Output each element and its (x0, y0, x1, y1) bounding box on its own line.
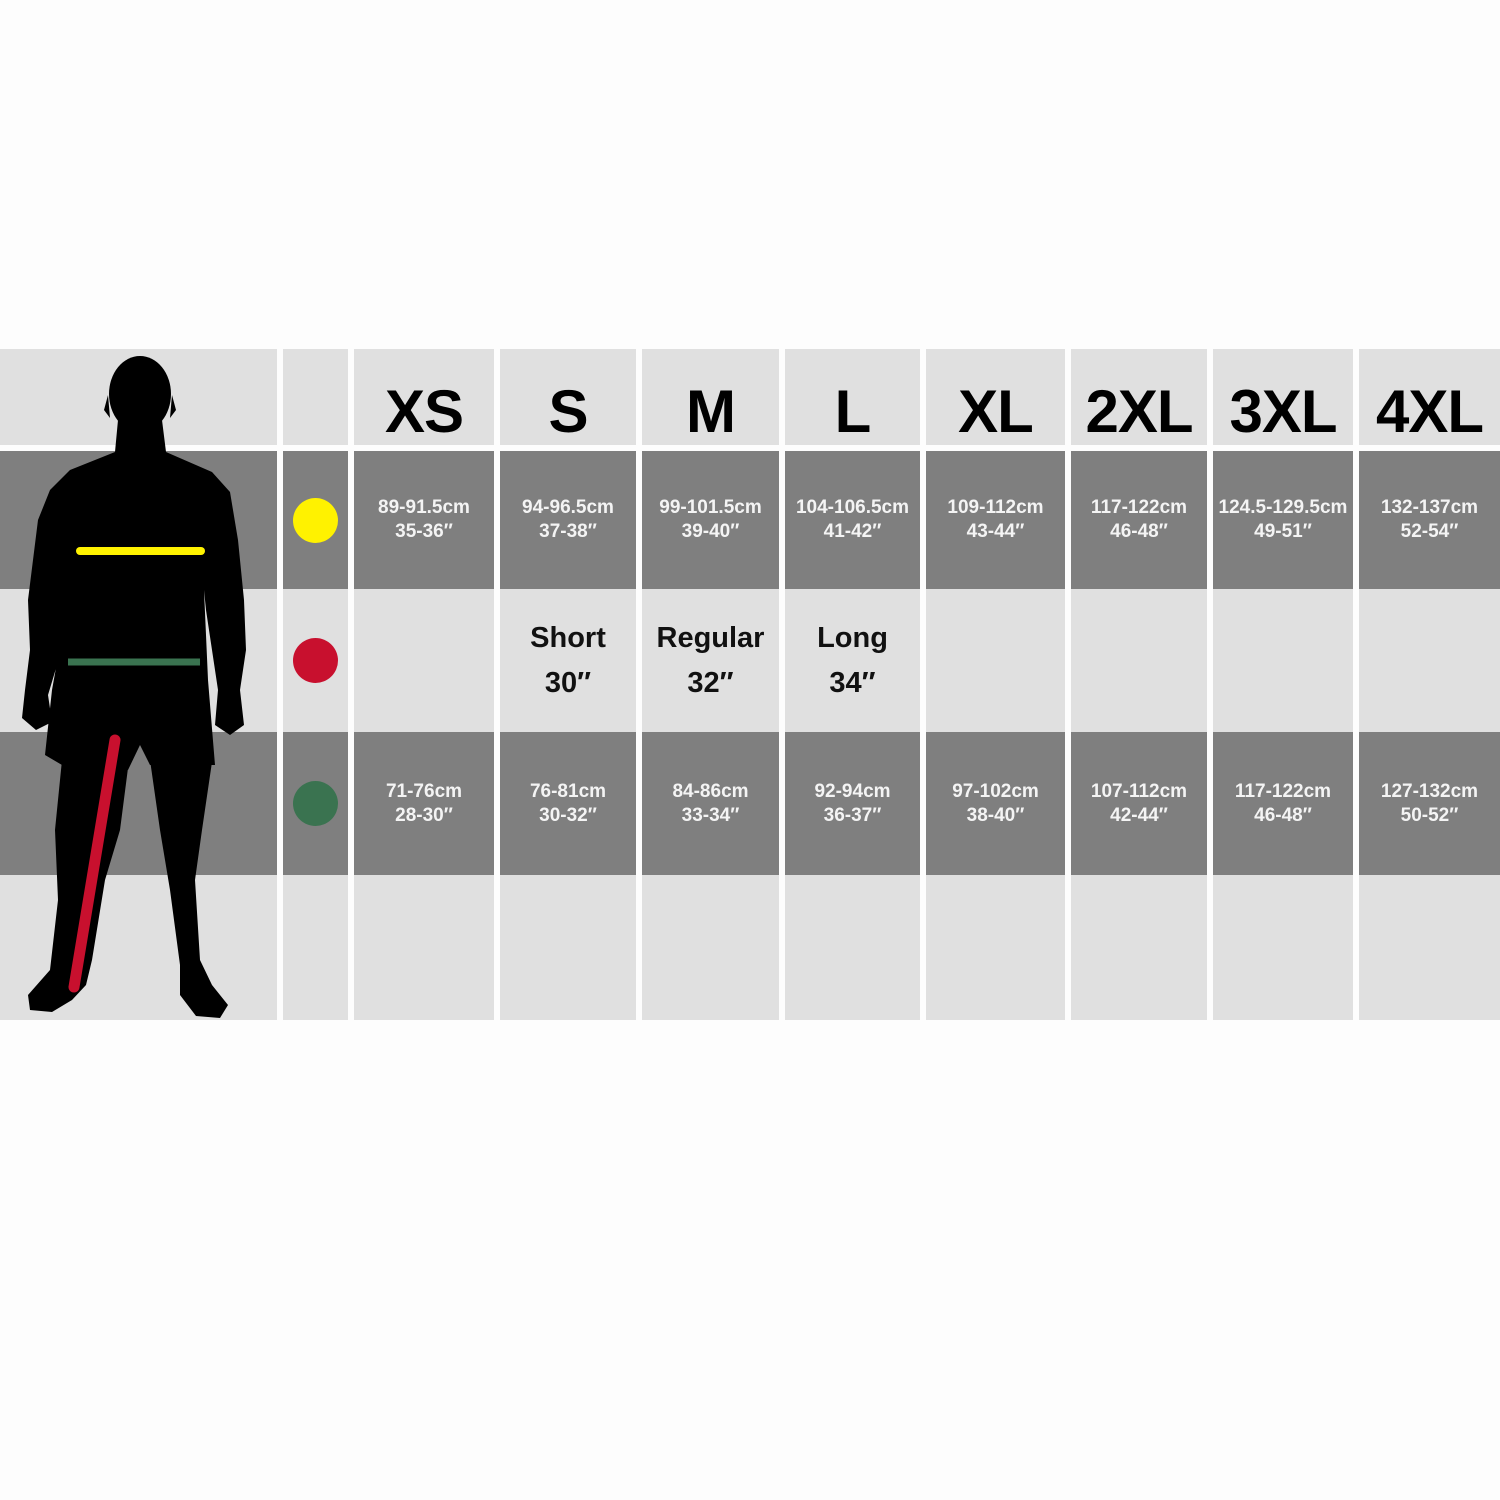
table-cell: 107-112cm 42-44″ (1071, 732, 1207, 875)
empty-cell (1071, 875, 1207, 1020)
size-header-3xl: 3XL (1213, 349, 1353, 451)
cell-secondary-value: 41-42″ (823, 521, 882, 542)
indicator-cell (283, 451, 348, 589)
table-cell: 71-76cm 28-30″ (354, 732, 494, 875)
empty-cell (1213, 875, 1353, 1020)
table-cell (354, 589, 494, 732)
red-dot-icon (293, 638, 338, 683)
cell-primary-value: 127-132cm (1380, 780, 1479, 802)
cell-secondary-value: 49-51″ (1254, 521, 1312, 542)
cell-secondary-value: 42-44″ (1110, 804, 1168, 826)
table-cell (1071, 589, 1207, 732)
cell-secondary-value: 52-54″ (1400, 521, 1459, 542)
figure-cell (0, 732, 277, 875)
cell-secondary-value: 36-37″ (823, 804, 882, 826)
cell-secondary-value: 35-36″ (395, 521, 453, 542)
size-label: L (834, 377, 872, 445)
cell-secondary-value: 33-34″ (681, 804, 740, 826)
cell-secondary-value: 32″ (687, 666, 734, 699)
empty-cell (500, 875, 636, 1020)
cell-primary-value: 107-112cm (1090, 780, 1188, 802)
size-header-l: L (785, 349, 920, 451)
table-cell: Long 34″ (785, 589, 920, 732)
size-label: 2XL (1085, 377, 1193, 445)
empty-cell (354, 875, 494, 1020)
table-cell: 117-122cm 46-48″ (1071, 451, 1207, 589)
cell-primary-value: 92-94cm (814, 780, 891, 802)
cell-primary-value: 109-112cm (947, 497, 1044, 518)
indicator-cell (283, 732, 348, 875)
size-label: 3XL (1229, 377, 1337, 445)
size-label: S (548, 377, 588, 445)
table-cell: 99-101.5cm 39-40″ (642, 451, 779, 589)
cell-secondary-value: 34″ (829, 666, 876, 699)
cell-secondary-value: 30-32″ (539, 804, 597, 826)
size-label: 4XL (1375, 377, 1484, 445)
cell-primary-value: 84-86cm (672, 780, 749, 802)
empty-cell (926, 875, 1065, 1020)
table-cell: 97-102cm 38-40″ (926, 732, 1065, 875)
cell-secondary-value: 46-48″ (1254, 804, 1312, 826)
empty-cell (785, 875, 920, 1020)
cell-primary-value: 94-96.5cm (522, 497, 614, 518)
indicator-cell (283, 589, 348, 732)
cell-primary-value: 89-91.5cm (378, 497, 470, 518)
indicator-cell (283, 875, 348, 1020)
size-label: XL (958, 377, 1034, 445)
size-label: M (686, 377, 736, 445)
table-cell: Short 30″ (500, 589, 636, 732)
table-cell: 124.5-129.5cm 49-51″ (1213, 451, 1353, 589)
size-header-m: M (642, 349, 779, 451)
size-header-xs: XS (354, 349, 494, 451)
cell-secondary-value: 30″ (544, 666, 592, 699)
table-cell (926, 589, 1065, 732)
table-cell: 117-122cm 46-48″ (1213, 732, 1353, 875)
table-cell: 84-86cm 33-34″ (642, 732, 779, 875)
table-cell: 127-132cm 50-52″ (1359, 732, 1500, 875)
size-label: XS (384, 377, 464, 445)
cell-primary-value: 71-76cm (385, 780, 463, 802)
cell-primary-value: 99-101.5cm (659, 497, 762, 518)
table-cell (1213, 589, 1353, 732)
table-cell: 92-94cm 36-37″ (785, 732, 920, 875)
table-cell: 76-81cm 30-32″ (500, 732, 636, 875)
cell-secondary-value: 50-52″ (1400, 804, 1459, 826)
cell-secondary-value: 38-40″ (966, 804, 1025, 826)
cell-secondary-value: 39-40″ (681, 521, 740, 542)
cell-primary-value: 124.5-129.5cm (1218, 497, 1348, 518)
empty-cell (642, 875, 779, 1020)
cell-primary-value: 104-106.5cm (795, 497, 910, 518)
size-header-4xl: 4XL (1359, 349, 1500, 451)
cell-secondary-value: 37-38″ (539, 521, 597, 542)
cell-secondary-value: 46-48″ (1110, 521, 1168, 542)
cell-primary-value: Regular (656, 621, 765, 654)
cell-primary-value: 97-102cm (952, 780, 1039, 802)
size-header-2xl: 2XL (1071, 349, 1207, 451)
empty-cell (1359, 875, 1500, 1020)
cell-primary-value: 132-137cm (1380, 497, 1479, 518)
table-cell: 104-106.5cm 41-42″ (785, 451, 920, 589)
body-silhouette-icon (22, 356, 246, 1018)
table-cell: 109-112cm 43-44″ (926, 451, 1065, 589)
inside-leg-measure-line (68, 734, 121, 993)
yellow-dot-icon (293, 497, 338, 543)
cell-secondary-value: 43-44″ (966, 521, 1025, 542)
table-cell: Regular 32″ (642, 589, 779, 732)
cell-secondary-value: 28-30″ (395, 804, 453, 826)
cell-primary-value: 76-81cm (529, 780, 607, 802)
table-cell (1359, 589, 1500, 732)
table-cell: 94-96.5cm 37-38″ (500, 451, 636, 589)
cell-primary-value: 117-122cm (1090, 497, 1188, 518)
table-cell: 132-137cm 52-54″ (1359, 451, 1500, 589)
cell-primary-value: Long (817, 621, 888, 654)
size-header-xl: XL (926, 349, 1065, 451)
cell-primary-value: Short (530, 621, 606, 654)
indicator-header-cell (283, 349, 348, 451)
cell-primary-value: 117-122cm (1234, 780, 1332, 802)
size-header-s: S (500, 349, 636, 451)
table-cell: 89-91.5cm 35-36″ (354, 451, 494, 589)
green-dot-icon (293, 781, 338, 826)
